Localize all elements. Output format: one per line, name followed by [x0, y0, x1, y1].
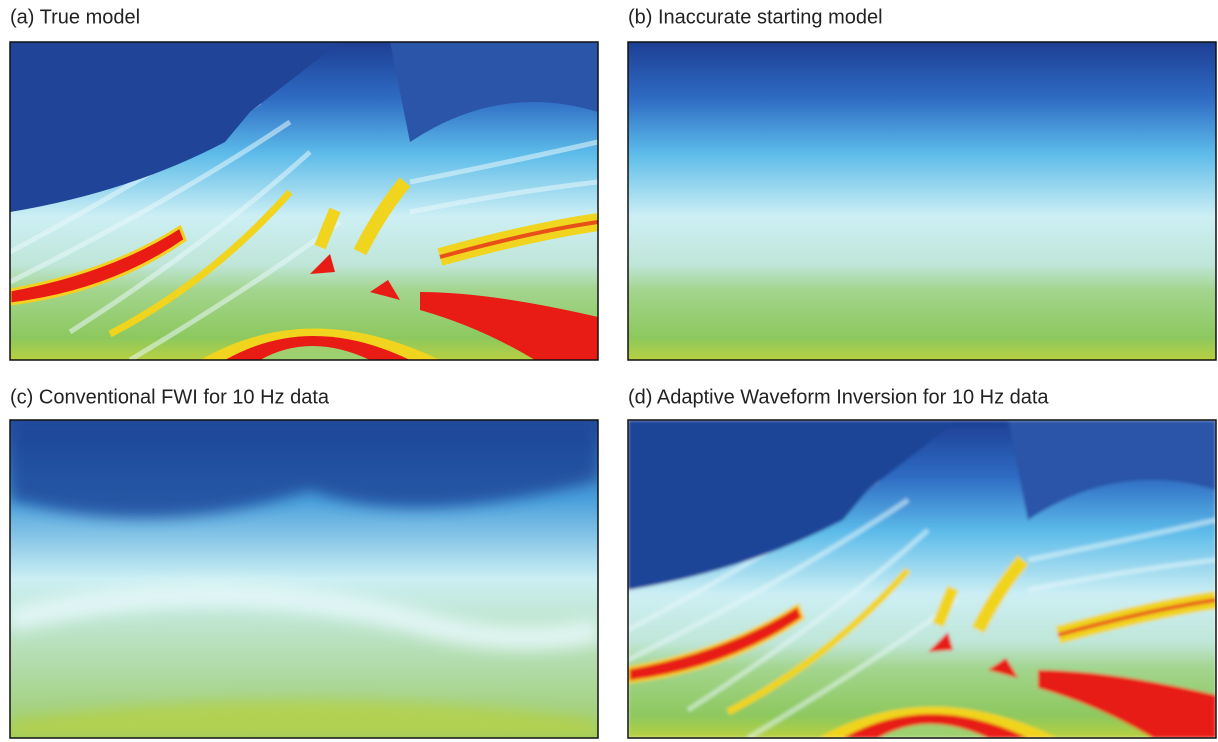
panel-label: (c) Conventional FWI for 10 Hz data [10, 386, 330, 408]
page: {"figure": {"panels": [ {"label": "(a) T… [0, 0, 1218, 742]
panel-d [628, 420, 1216, 738]
panel-c [10, 420, 598, 738]
panel-label: (d) Adaptive Waveform Inversion for 10 H… [628, 386, 1049, 408]
figure: (a) True model (b) Inaccurate starting m… [0, 0, 1218, 742]
panel-a [10, 42, 598, 360]
panel-label: (a) True model [10, 6, 140, 28]
panel-b [628, 42, 1216, 360]
panel-label: (b) Inaccurate starting model [628, 6, 883, 28]
